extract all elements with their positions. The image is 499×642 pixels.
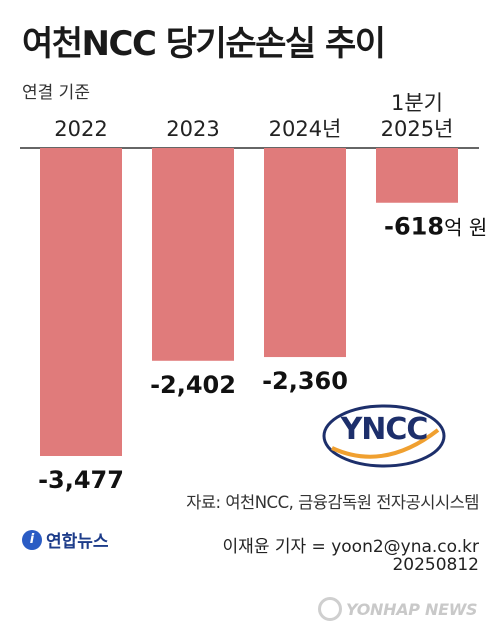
yncc-logo: YNCC xyxy=(320,400,448,470)
watermark-text: YONHAP NEWS xyxy=(346,599,478,619)
reporter-credit: 이재윤 기자 = yoon2@yna.co.kr xyxy=(222,537,479,557)
yonhap-icon: i xyxy=(22,529,42,550)
source-note: 자료: 여천NCC, 금융감독원 전자공시시스템 xyxy=(186,493,479,512)
unit-label: 억 원 xyxy=(444,216,487,240)
bar xyxy=(376,148,458,203)
value-label: -618억 원 xyxy=(384,213,487,241)
chart-subtitle: 연결 기준 xyxy=(22,83,90,103)
category-label: 2022 xyxy=(54,117,107,141)
category-label: 1분기 xyxy=(391,91,443,115)
value-label: -2,360 xyxy=(262,367,348,395)
category-label: 2024년 xyxy=(269,117,342,141)
value-label: -3,477 xyxy=(38,466,124,494)
value-label: -2,402 xyxy=(150,371,236,399)
yncc-logo-text: YNCC xyxy=(340,412,429,447)
category-label: 2025년 xyxy=(381,117,454,141)
bar xyxy=(40,148,122,456)
agency-name: 연합뉴스 xyxy=(46,532,109,552)
yonhap-watermark: YONHAP NEWS xyxy=(318,597,478,621)
category-label: 2023 xyxy=(166,117,219,141)
chart-title: 여천NCC 당기순손실 추이 xyxy=(22,24,386,64)
publish-date: 20250812 xyxy=(392,555,479,575)
bar xyxy=(264,148,346,358)
yncc-logo-swoosh xyxy=(322,404,446,468)
bar xyxy=(152,148,234,361)
watermark-icon xyxy=(318,597,342,621)
agency-logo: i 연합뉴스 xyxy=(22,527,109,552)
